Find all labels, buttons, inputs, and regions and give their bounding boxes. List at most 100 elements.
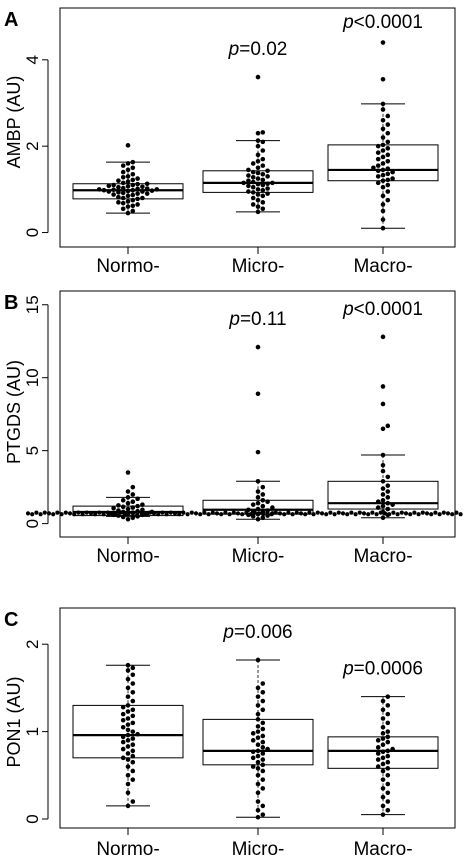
data-point	[135, 731, 140, 737]
data-point	[120, 174, 126, 180]
data-point	[385, 781, 391, 787]
p-value-text: =0.02	[239, 39, 287, 60]
data-point	[125, 709, 131, 714]
data-point	[120, 163, 126, 168]
x-tick-label: Macro-	[353, 546, 412, 567]
data-point	[361, 511, 367, 516]
data-point	[255, 506, 261, 512]
data-point	[135, 496, 140, 502]
data-point	[255, 753, 261, 759]
data-point	[116, 190, 121, 195]
data-point	[385, 766, 391, 771]
data-point	[154, 187, 160, 192]
data-point	[380, 184, 386, 190]
data-point	[390, 169, 395, 175]
data-point	[380, 107, 386, 112]
data-point	[111, 512, 116, 518]
data-point	[255, 500, 261, 506]
data-point	[260, 130, 266, 135]
data-point	[260, 171, 266, 177]
data-point	[246, 183, 251, 189]
data-point	[246, 507, 251, 513]
data-point	[120, 169, 126, 175]
data-point	[260, 148, 266, 153]
data-point	[260, 707, 266, 713]
data-point	[380, 101, 386, 107]
data-point	[130, 689, 136, 695]
data-point	[260, 681, 266, 686]
data-point	[385, 113, 391, 119]
data-point	[255, 391, 261, 397]
data-point	[125, 694, 131, 699]
y-tick-label: 5	[23, 446, 42, 455]
data-point	[340, 511, 346, 516]
data-point	[380, 812, 386, 817]
data-point	[120, 190, 126, 196]
data-point	[255, 511, 261, 517]
data-point	[250, 502, 256, 507]
data-point	[135, 503, 140, 509]
data-point	[120, 724, 126, 730]
data-point	[250, 169, 256, 175]
data-point	[332, 512, 337, 517]
data-point	[255, 790, 261, 796]
data-point	[51, 512, 56, 517]
data-point	[390, 746, 395, 752]
data-point	[260, 762, 266, 768]
data-point	[125, 174, 131, 179]
data-point	[265, 499, 270, 505]
data-point	[260, 720, 266, 726]
data-point	[345, 512, 350, 517]
data-point	[429, 512, 434, 517]
p-value-label: p<0.0001	[342, 299, 423, 320]
x-tick-label: Macro-	[353, 256, 412, 277]
data-point	[403, 511, 409, 516]
data-point	[260, 200, 266, 205]
data-point	[260, 751, 266, 756]
panel-letter: C	[4, 609, 18, 631]
data-point	[375, 751, 381, 756]
data-point	[125, 781, 131, 787]
data-point	[260, 139, 266, 145]
data-point	[125, 506, 131, 512]
data-point	[375, 757, 381, 762]
data-point	[125, 757, 131, 762]
data-point	[125, 210, 131, 216]
data-point	[395, 512, 400, 517]
data-point	[246, 189, 251, 194]
data-point	[385, 197, 391, 203]
data-point	[140, 184, 145, 190]
data-point	[255, 495, 261, 500]
x-tick-label: Micro-	[232, 839, 285, 860]
data-point	[298, 511, 304, 516]
data-point	[125, 179, 131, 184]
data-point	[246, 167, 251, 173]
data-point	[385, 130, 391, 136]
data-point	[380, 76, 386, 82]
data-point	[260, 803, 266, 809]
data-point	[25, 511, 31, 516]
data-point	[315, 510, 320, 515]
data-point	[260, 484, 266, 490]
data-point	[250, 749, 256, 755]
data-point	[106, 511, 112, 516]
data-point	[408, 512, 413, 517]
data-point	[380, 202, 386, 207]
data-point	[380, 492, 386, 497]
data-point	[277, 511, 283, 516]
data-point	[380, 217, 386, 222]
data-point	[125, 199, 131, 204]
data-point	[130, 171, 136, 177]
data-point	[125, 143, 131, 148]
data-point	[255, 204, 261, 209]
data-point	[130, 192, 136, 198]
data-point	[130, 748, 136, 754]
data-point	[140, 512, 145, 518]
data-point	[250, 514, 256, 519]
data-point	[380, 167, 386, 173]
data-point	[255, 694, 261, 699]
data-point	[380, 749, 386, 755]
data-point	[260, 187, 266, 193]
data-point	[198, 512, 203, 517]
data-point	[130, 777, 136, 782]
